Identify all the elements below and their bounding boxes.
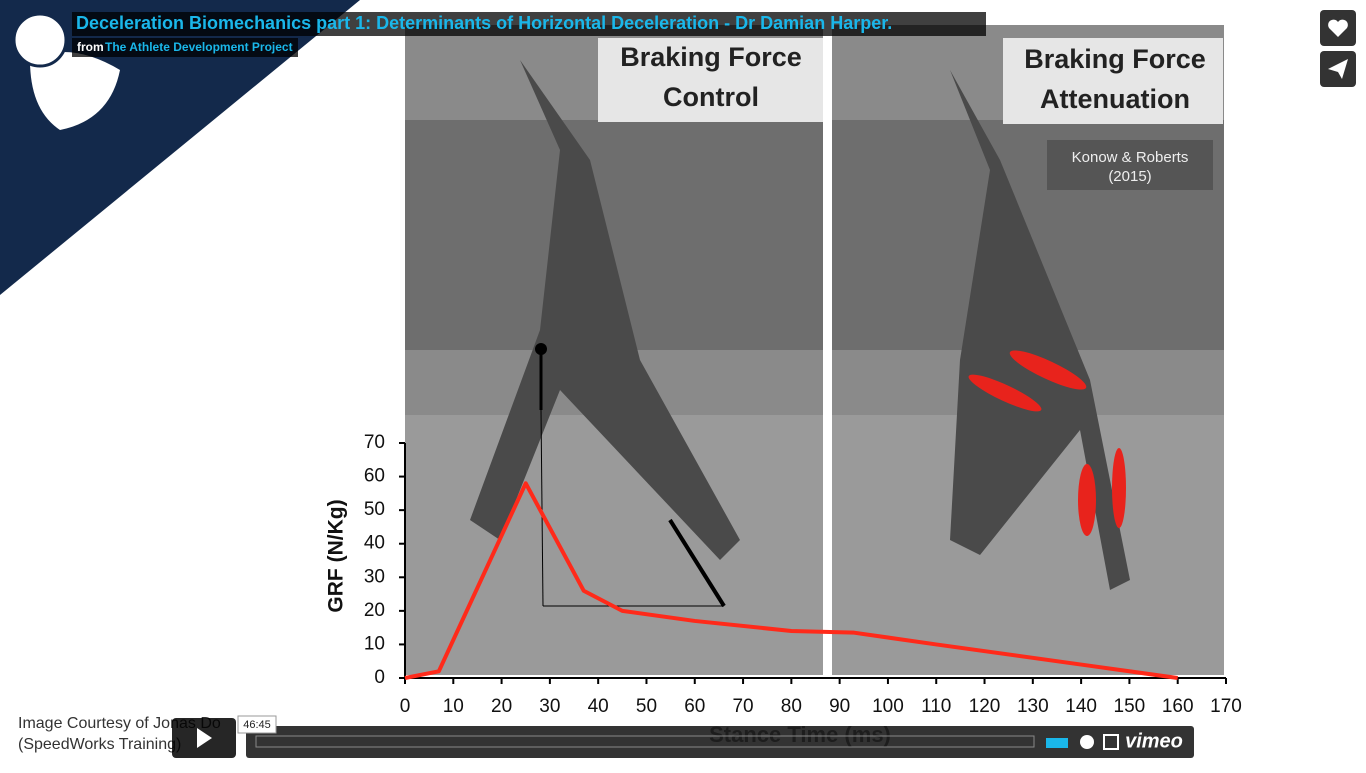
ground bbox=[405, 415, 823, 675]
runner bbox=[950, 70, 1130, 590]
x-tick-label: 160 bbox=[1162, 696, 1194, 717]
time: 46:45 bbox=[243, 719, 271, 731]
byline-bar bbox=[72, 38, 298, 57]
channel-link[interactable]: The Athlete Development Project bbox=[105, 40, 293, 54]
x-tick-label: 110 bbox=[921, 696, 951, 717]
y-axis-label: GRF (N/Kg) bbox=[325, 499, 348, 612]
muscle bbox=[968, 374, 1042, 412]
y-tick-label: 40 bbox=[364, 533, 385, 554]
citation: (2015) bbox=[1108, 168, 1151, 185]
x-tick-label: 10 bbox=[443, 696, 464, 717]
x-tick-label: 50 bbox=[636, 696, 657, 717]
video-title[interactable]: Deceleration Biomechanics part 1: Determ… bbox=[76, 13, 892, 33]
share-icon bbox=[1328, 59, 1348, 79]
x-tick-label: 100 bbox=[872, 696, 904, 717]
label-box bbox=[598, 38, 823, 122]
panel-label: Braking Force bbox=[1024, 44, 1206, 74]
x-tick-label: 150 bbox=[1114, 696, 1146, 717]
play-icon bbox=[197, 728, 212, 748]
logo-mark bbox=[30, 52, 120, 130]
x-tick-label: 90 bbox=[829, 696, 850, 717]
vimeo-logo[interactable]: vimeo bbox=[1125, 730, 1183, 752]
vector-line bbox=[540, 409, 544, 607]
x-tick-label: 70 bbox=[732, 696, 753, 717]
label-box bbox=[1003, 38, 1223, 124]
y-tick-label: 70 bbox=[364, 432, 385, 453]
x-tick-label: 60 bbox=[684, 696, 705, 717]
credit: (SpeedWorks Training) bbox=[18, 736, 181, 753]
settings[interactable] bbox=[1080, 735, 1094, 749]
channel-avatar[interactable] bbox=[12, 12, 68, 68]
y-tick-label: 50 bbox=[364, 499, 385, 520]
citation: Konow & Roberts bbox=[1072, 149, 1189, 166]
y-tick-label: 30 bbox=[364, 566, 385, 587]
x-tick-label: 130 bbox=[1017, 696, 1049, 717]
x-tick-label: 30 bbox=[539, 696, 560, 717]
y-tick-label: 20 bbox=[364, 600, 385, 621]
time-tooltip bbox=[237, 715, 277, 734]
x-tick-label: 170 bbox=[1210, 696, 1242, 717]
arrow bbox=[668, 518, 726, 608]
muscle bbox=[1009, 350, 1087, 390]
progress-bar[interactable] bbox=[255, 735, 1035, 748]
y-tick-label: 0 bbox=[374, 667, 385, 688]
y-tick-label: 10 bbox=[364, 633, 385, 654]
muscle bbox=[1112, 448, 1126, 528]
y-tick-label: 60 bbox=[364, 466, 385, 487]
x-tick-label: 40 bbox=[588, 696, 609, 717]
x-tick-label: 20 bbox=[491, 696, 512, 717]
x-tick-label: 140 bbox=[1065, 696, 1097, 717]
x-tick-label: 0 bbox=[400, 696, 411, 717]
volume[interactable] bbox=[1046, 738, 1068, 748]
citation-box bbox=[1047, 140, 1213, 190]
runner bbox=[470, 60, 740, 560]
title-bar bbox=[72, 12, 986, 36]
muscle bbox=[1078, 464, 1096, 536]
fullscreen[interactable] bbox=[1103, 734, 1119, 750]
panel-label: Attenuation bbox=[1040, 84, 1190, 114]
byline-prefix: from bbox=[77, 40, 104, 54]
credit: Image Courtesy of Jonas Do bbox=[18, 715, 221, 732]
panel-label: Braking Force bbox=[620, 42, 802, 72]
heart-icon bbox=[1328, 19, 1348, 37]
panel-label: Control bbox=[663, 82, 759, 112]
x-tick-label: 120 bbox=[969, 696, 1001, 717]
control-bar bbox=[246, 726, 1194, 758]
x-tick-label: 80 bbox=[781, 696, 802, 717]
data-line bbox=[404, 481, 1178, 680]
